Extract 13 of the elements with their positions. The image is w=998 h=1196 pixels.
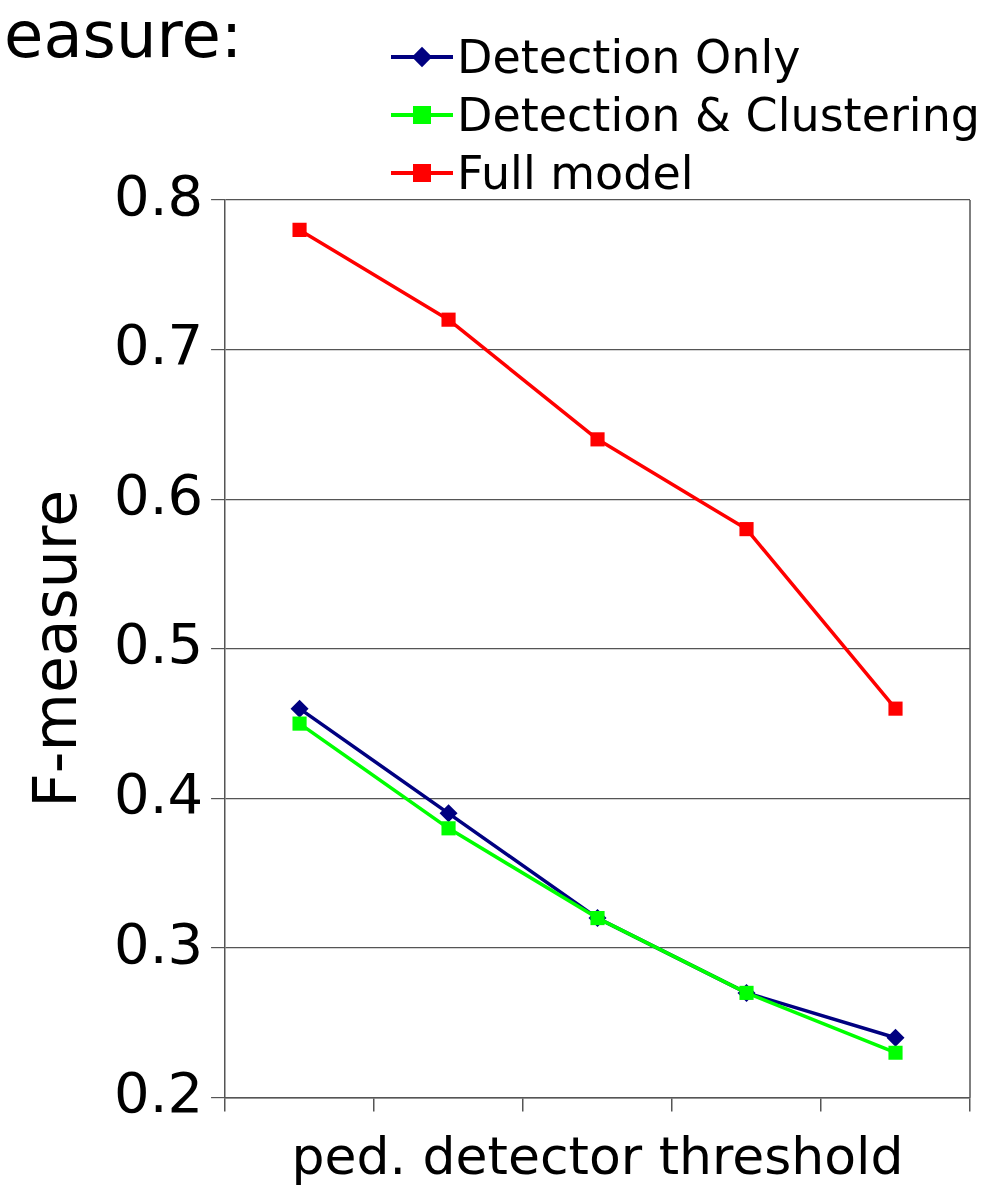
y-tick-label: 0.2 (114, 1060, 204, 1126)
y-tick-label: 0.6 (114, 461, 204, 527)
y-axis-title: F-measure (19, 489, 90, 808)
legend-label: Full model (457, 145, 694, 202)
y-tick-label: 0.3 (114, 910, 204, 976)
legend-label: Detection & Clustering (457, 87, 980, 144)
y-tick-label: 0.5 (114, 611, 204, 677)
y-tick-label: 0.4 (114, 760, 204, 826)
y-tick-label: 0.7 (114, 312, 204, 378)
y-tick-label: 0.8 (114, 162, 204, 228)
x-axis-title: ped. detector threshold (291, 1126, 904, 1187)
legend-label: Detection Only (457, 29, 801, 86)
chart-title: easure: (4, 0, 243, 72)
